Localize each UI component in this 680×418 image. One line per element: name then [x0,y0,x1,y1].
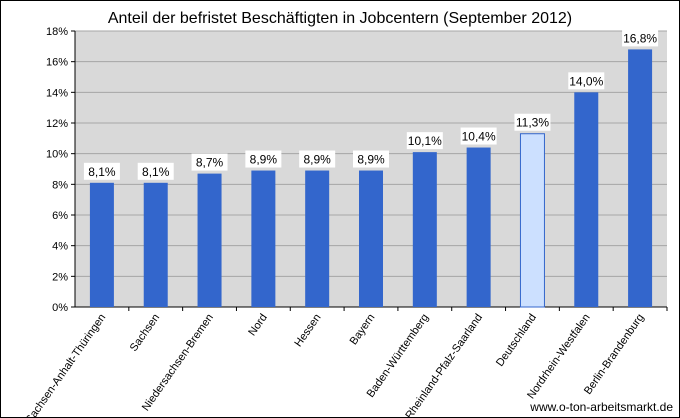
data-label: 8,9% [304,153,332,167]
y-tick-label: 12% [46,118,68,130]
x-tick-label: Hessen [292,312,323,349]
bar-nord [251,170,276,307]
data-label-box [514,113,551,131]
source-credit: www.o-ton-arbeitsmarkt.de [529,400,673,414]
data-label-box [622,29,659,47]
data-label: 8,1% [142,165,170,179]
bar-rheinland-pfalz-saarland [466,147,491,307]
y-tick-label: 14% [46,87,68,99]
data-label: 11,3% [516,116,549,130]
data-label: 16,8% [623,31,657,45]
bar-sachsen-anhalt-th-ringen [89,182,114,307]
y-tick-label: 6% [52,210,68,222]
y-tick-label: 10% [46,149,68,161]
data-label-box [406,132,443,150]
chart-title: Anteil der befristet Beschäftigten in Jo… [108,10,572,27]
y-axis: 0% 2% 4% 6% 8% 10% 12% 14% 16% 18% [46,26,667,314]
y-tick-label: 2% [52,271,68,283]
bars [89,49,653,308]
data-label: 10,4% [462,130,496,144]
bar-sachsen [143,182,168,307]
data-label-box [299,150,336,168]
data-label-box [460,127,497,145]
bar-bayern [359,170,383,307]
x-tick-label: Bayern [348,312,378,347]
x-tick-label: Sachsen-Anhalt-Thüringen [23,312,108,417]
data-label: 8,9% [250,153,278,167]
bar-baden-w-rttemberg [412,152,437,307]
y-tick-label: 16% [46,57,68,69]
data-label-box [353,150,389,168]
x-tick-label: Deutschland [494,312,539,369]
data-label-box [568,72,605,90]
data-label: 8,9% [357,153,385,167]
bar-niedersachsen-bremen [197,173,222,307]
bar-hessen [305,170,330,307]
data-label: 14,0% [569,74,603,88]
bar-deutschland [519,133,545,308]
data-label-box [191,153,228,171]
x-tick-label: Berlin-Brandenburg [582,312,647,397]
data-label-box [83,162,120,180]
y-tick-label: 18% [46,26,68,38]
y-tick-label: 8% [52,179,68,191]
data-labels: 8,1% 8,1% 8,7% 8,9% 8,9% 8,9% 10,1% 10,4% 11,3% 1… [83,29,659,180]
x-tick-label: Baden-Württemberg [365,312,432,400]
data-label: 8,7% [196,156,224,170]
y-tick-label: 0% [52,302,68,314]
bar-nordrhein-westfalen [574,92,599,307]
data-label: 8,1% [88,165,116,179]
x-tick-label: Sachsen [128,312,162,354]
y-tick-label: 4% [52,241,68,253]
bar-berlin-brandenburg [628,49,653,308]
data-label-box [137,162,174,180]
x-tick-label: Nord [246,312,270,338]
data-label: 10,1% [408,134,442,148]
data-label-box [245,150,282,168]
